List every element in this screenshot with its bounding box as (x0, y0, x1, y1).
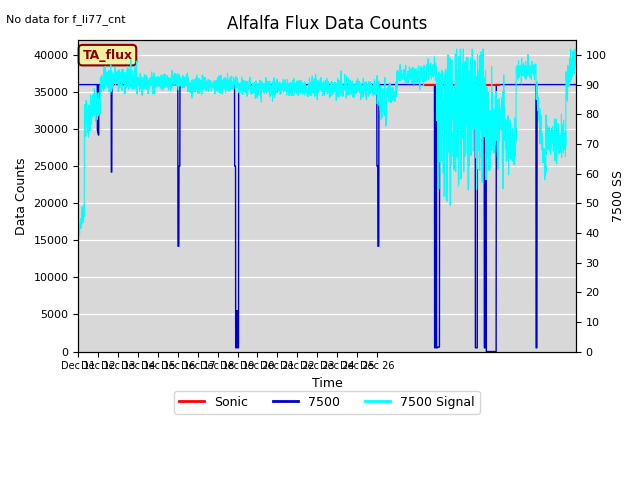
Legend: Sonic, 7500, 7500 Signal: Sonic, 7500, 7500 Signal (174, 391, 480, 414)
Title: Alfalfa Flux Data Counts: Alfalfa Flux Data Counts (227, 15, 428, 33)
Text: No data for f_li77_cnt: No data for f_li77_cnt (6, 14, 126, 25)
Y-axis label: 7500 SS: 7500 SS (612, 170, 625, 222)
Text: TA_flux: TA_flux (83, 48, 132, 61)
Y-axis label: Data Counts: Data Counts (15, 157, 28, 235)
X-axis label: Time: Time (312, 377, 342, 390)
